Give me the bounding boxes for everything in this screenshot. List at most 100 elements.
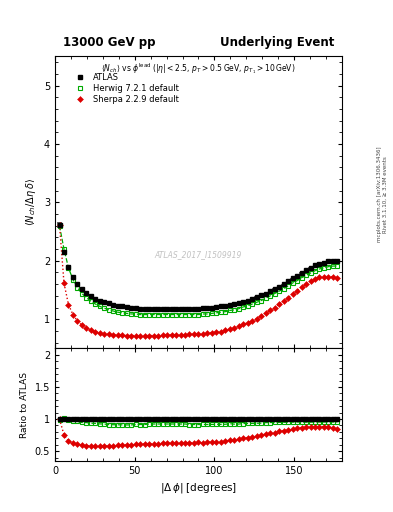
Bar xyxy=(335,260,340,262)
Bar xyxy=(147,309,151,310)
X-axis label: $|\Delta\,\phi|$ [degrees]: $|\Delta\,\phi|$ [degrees] xyxy=(160,481,237,495)
Bar xyxy=(165,418,169,420)
Sherpa 2.2.9 default xyxy=(138,332,143,338)
Herwig 7.2.1 default xyxy=(133,311,138,317)
Bar xyxy=(183,309,187,310)
Text: Rivet 3.1.10, ≥ 3.3M events: Rivet 3.1.10, ≥ 3.3M events xyxy=(383,156,388,233)
Bar xyxy=(62,250,66,254)
ATLAS xyxy=(133,305,138,311)
Bar xyxy=(75,418,80,420)
Bar xyxy=(304,270,308,271)
Bar xyxy=(147,418,151,420)
Bar xyxy=(156,418,160,420)
Bar xyxy=(129,307,134,308)
Bar xyxy=(75,283,80,285)
Bar xyxy=(250,298,255,300)
Bar xyxy=(120,418,125,420)
Bar xyxy=(219,418,223,420)
Bar xyxy=(120,306,125,307)
Bar xyxy=(322,262,326,263)
Bar xyxy=(205,418,210,420)
Bar xyxy=(272,288,277,289)
Bar xyxy=(57,222,62,227)
Bar xyxy=(97,300,102,301)
Text: ATLAS_2017_I1509919: ATLAS_2017_I1509919 xyxy=(155,250,242,260)
Bar xyxy=(89,295,93,297)
Bar xyxy=(214,418,219,420)
Legend: ATLAS, Herwig 7.2.1 default, Sherpa 2.2.9 default: ATLAS, Herwig 7.2.1 default, Sherpa 2.2.… xyxy=(68,69,182,107)
Bar xyxy=(210,418,214,420)
Bar xyxy=(268,291,272,292)
Bar xyxy=(129,418,134,420)
Text: $\langle N_{ch}\rangle$ vs $\phi^{\rm lead}$ ($|\eta|<2.5,\,p_T>0.5\,{\rm GeV},\: $\langle N_{ch}\rangle$ vs $\phi^{\rm le… xyxy=(101,61,296,76)
Bar xyxy=(165,309,169,310)
Bar xyxy=(134,418,138,420)
Sherpa 2.2.9 default xyxy=(147,332,152,338)
Bar xyxy=(174,309,178,310)
Bar xyxy=(111,418,116,419)
Bar xyxy=(125,418,129,420)
Bar xyxy=(286,281,290,282)
Bar xyxy=(84,418,89,420)
Bar xyxy=(138,308,142,309)
Bar xyxy=(156,309,160,310)
Bar xyxy=(187,418,192,420)
Sherpa 2.2.9 default xyxy=(254,315,259,322)
Line: Herwig 7.2.1 default: Herwig 7.2.1 default xyxy=(57,223,340,317)
ATLAS xyxy=(147,306,152,312)
Sherpa 2.2.9 default xyxy=(331,274,335,280)
Bar xyxy=(317,263,322,264)
Bar xyxy=(196,418,201,420)
Bar xyxy=(71,418,75,420)
ATLAS xyxy=(57,222,62,228)
Bar xyxy=(331,260,335,262)
Bar xyxy=(151,418,156,420)
Sherpa 2.2.9 default xyxy=(192,331,196,337)
Bar xyxy=(183,418,187,420)
Bar xyxy=(142,418,147,420)
Bar xyxy=(259,295,263,296)
Bar xyxy=(116,305,120,306)
Bar xyxy=(107,303,111,304)
Bar xyxy=(196,308,201,309)
Sherpa 2.2.9 default xyxy=(57,222,62,228)
Bar xyxy=(295,275,299,276)
Bar xyxy=(111,304,116,305)
Bar xyxy=(201,418,205,420)
Bar xyxy=(192,308,196,309)
Bar xyxy=(277,286,281,287)
Y-axis label: Ratio to ATLAS: Ratio to ATLAS xyxy=(20,372,29,438)
Bar xyxy=(178,418,183,420)
Herwig 7.2.1 default xyxy=(147,311,152,317)
ATLAS xyxy=(254,294,259,300)
Bar xyxy=(89,418,93,420)
Bar xyxy=(228,305,232,306)
Bar xyxy=(138,418,142,420)
Herwig 7.2.1 default xyxy=(331,263,335,269)
Bar xyxy=(255,296,259,297)
Herwig 7.2.1 default xyxy=(200,311,205,317)
Bar xyxy=(151,309,156,310)
Bar xyxy=(178,309,183,310)
Bar xyxy=(160,309,165,310)
Bar xyxy=(134,308,138,309)
Bar xyxy=(71,275,75,279)
Bar xyxy=(210,307,214,308)
Bar xyxy=(169,309,174,310)
Bar xyxy=(281,284,286,285)
Bar xyxy=(223,418,228,420)
Text: mcplots.cern.ch [arXiv:1306.3436]: mcplots.cern.ch [arXiv:1306.3436] xyxy=(377,147,382,242)
Bar xyxy=(102,302,107,303)
Bar xyxy=(232,418,237,419)
Herwig 7.2.1 default xyxy=(192,311,196,317)
ATLAS xyxy=(331,258,335,264)
ATLAS xyxy=(192,306,196,312)
Text: Underlying Event: Underlying Event xyxy=(220,36,334,49)
Bar xyxy=(201,308,205,309)
Bar xyxy=(57,418,62,420)
Bar xyxy=(241,301,246,302)
Bar xyxy=(232,304,237,305)
Bar xyxy=(299,272,304,273)
Bar xyxy=(142,308,147,309)
Herwig 7.2.1 default xyxy=(57,223,62,229)
